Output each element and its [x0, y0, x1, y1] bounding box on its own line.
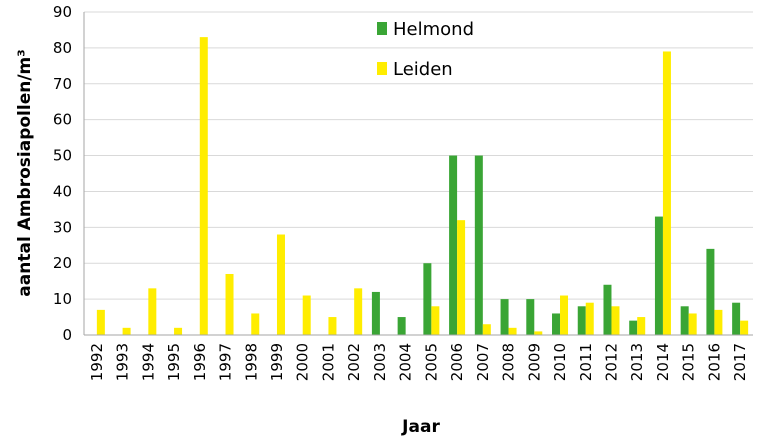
bar-helmond-2007	[474, 155, 483, 335]
bar-leiden-2001	[328, 317, 337, 335]
gridlines	[84, 11, 753, 300]
bar-helmond-2016	[706, 248, 715, 335]
bar-leiden-1996	[199, 37, 208, 335]
bar-leiden-2009	[534, 331, 543, 335]
bar-leiden-1992	[96, 309, 105, 335]
y-tick-label: 0	[62, 326, 72, 344]
x-tick-label: 2008	[500, 343, 518, 381]
legend-label-leiden: Leiden	[393, 59, 453, 80]
bar-leiden-2015	[688, 313, 697, 335]
x-tick-label: 2006	[448, 343, 466, 381]
x-tick-label: 1999	[268, 343, 286, 381]
x-tick-label: 2016	[705, 343, 723, 381]
x-tick-labels: 1992 1993 1994 1995 1996 1997 1998 1999 2000 2001…	[88, 343, 749, 381]
x-tick-label: 2007	[474, 343, 492, 381]
bar-helmond-2014	[654, 216, 663, 335]
bar-helmond-2008	[500, 299, 509, 335]
x-tick-label: 2000	[294, 343, 312, 381]
y-tick-label: 80	[53, 39, 72, 57]
x-tick-label: 2015	[680, 343, 698, 381]
bar-leiden-2008	[508, 327, 517, 335]
bar-helmond-2010	[552, 313, 561, 335]
legend-swatch-helmond	[377, 22, 387, 35]
x-tick-label: 2009	[525, 343, 543, 381]
bar-leiden-1993	[122, 327, 131, 335]
x-axis-title: Jaar	[401, 417, 440, 437]
x-tick-label: 2003	[371, 343, 389, 381]
x-tick-label: 2012	[602, 343, 620, 381]
legend-label-helmond: Helmond	[393, 19, 474, 40]
x-tick-label: 1998	[242, 343, 260, 381]
x-tick-label: 2013	[628, 343, 646, 381]
bar-helmond-2012	[603, 284, 612, 335]
y-tick-label: 90	[53, 3, 72, 21]
legend-swatch-leiden	[377, 62, 387, 75]
bar-leiden-2010	[560, 295, 569, 335]
bar-helmond-2013	[629, 320, 638, 335]
x-tick-label: 1995	[165, 343, 183, 381]
x-tick-label: 1996	[191, 343, 209, 381]
y-tick-label: 60	[53, 111, 72, 129]
x-tick-label: 2001	[319, 343, 337, 381]
y-tick-labels: 0 10 20 30 40 50 60 70 80 90	[53, 3, 72, 344]
bar-helmond-2015	[680, 306, 689, 335]
bar-helmond-2006	[449, 155, 458, 335]
x-tick-label: 2014	[654, 343, 672, 381]
x-tick-label: 1992	[88, 343, 106, 381]
bar-helmond-2017	[732, 302, 741, 335]
x-tick-label: 2004	[397, 343, 415, 381]
x-tick-label: 2011	[577, 343, 595, 381]
bar-helmond-2009	[526, 299, 535, 335]
x-tick-label: 2010	[551, 343, 569, 381]
x-tick-label: 2005	[422, 343, 440, 381]
bar-leiden-2006	[457, 220, 466, 335]
y-tick-label: 40	[53, 182, 72, 200]
axes	[83, 12, 753, 336]
bar-helmond-2005	[423, 263, 432, 335]
x-tick-label: 1994	[139, 343, 157, 381]
bar-helmond-2011	[577, 306, 586, 335]
legend: Helmond Leiden	[377, 19, 474, 80]
bar-leiden-1994	[148, 288, 157, 335]
x-tick-label: 1993	[114, 343, 132, 381]
bar-leiden-2005	[431, 306, 440, 335]
x-tick-label: 2017	[731, 343, 749, 381]
y-tick-label: 10	[53, 290, 72, 308]
x-tick-label: 1997	[217, 343, 235, 381]
bar-helmond-2003	[371, 291, 380, 335]
bar-leiden-2011	[585, 302, 594, 335]
bar-leiden-1999	[276, 234, 285, 335]
y-axis-title: aantal Ambrosiapollen/m³	[15, 49, 35, 296]
bar-leiden-1997	[225, 273, 234, 335]
bar-leiden-2007	[482, 324, 491, 335]
y-tick-label: 50	[53, 147, 72, 165]
bar-leiden-1998	[251, 313, 260, 335]
y-tick-label: 20	[53, 254, 72, 272]
bars	[96, 37, 749, 335]
bar-helmond-2004	[397, 317, 406, 335]
bar-leiden-2012	[611, 306, 620, 335]
bar-leiden-2013	[637, 317, 646, 335]
bar-leiden-2017	[740, 320, 749, 335]
bar-leiden-2000	[302, 295, 311, 335]
x-tick-label: 2002	[345, 343, 363, 381]
bar-leiden-2016	[714, 309, 723, 335]
y-tick-label: 70	[53, 75, 72, 93]
bar-leiden-1995	[174, 327, 183, 335]
y-tick-label: 30	[53, 218, 72, 236]
bar-leiden-2014	[662, 51, 671, 335]
bar-leiden-2002	[354, 288, 363, 335]
